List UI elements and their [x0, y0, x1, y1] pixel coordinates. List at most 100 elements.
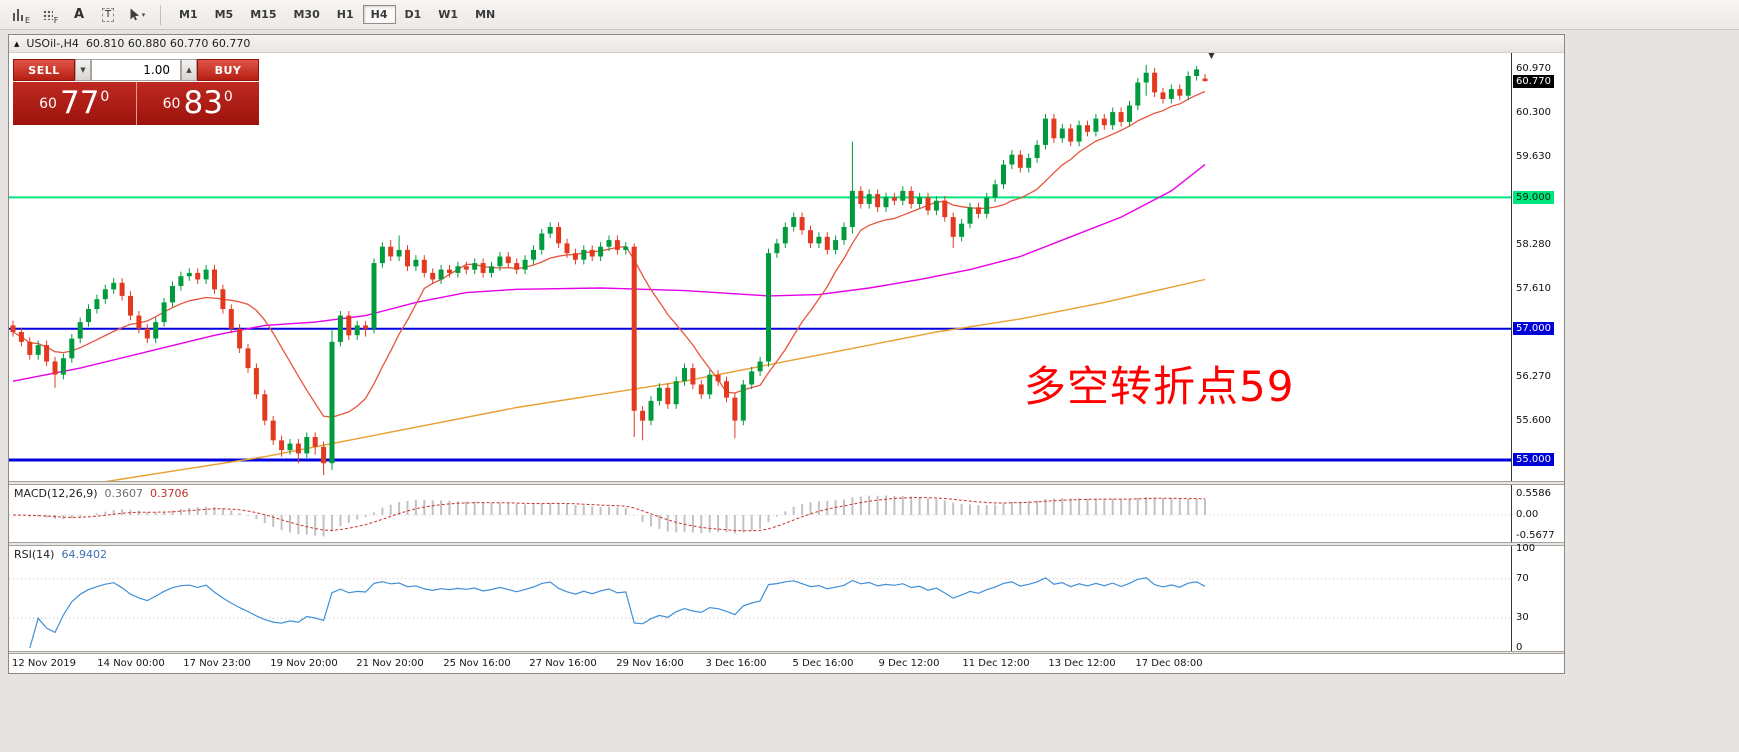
subwindow-collapse-icon: ▲: [14, 39, 20, 48]
price-scale-label: 56.270: [1516, 371, 1551, 382]
price-scale-label: 55.600: [1516, 415, 1551, 426]
timeframe-button-D1[interactable]: D1: [404, 8, 422, 21]
macd-value-signal: 0.3706: [150, 486, 189, 500]
buy-price-button[interactable]: 60 83 0: [136, 82, 259, 125]
rsi-value: 64.9402: [61, 547, 107, 561]
main-chart-canvas: [9, 53, 1511, 481]
volume-decrease-button[interactable]: ▼: [75, 59, 91, 81]
macd-canvas: [9, 485, 1511, 542]
main-chart-plot[interactable]: ▼ 多空转折点59 SELL ▼ ▲ BUY: [9, 53, 1511, 481]
time-axis-row: 12 Nov 2019 14 Nov 00:00 17 Nov 23:00 19 No…: [9, 654, 1564, 674]
volume-input[interactable]: [91, 59, 181, 81]
buy-price-sup: 0: [223, 89, 233, 105]
time-axis-label: 5 Dec 16:00: [792, 658, 854, 670]
buy-price-prefix: 60: [162, 95, 181, 112]
sell-price-big: 77: [59, 85, 100, 121]
time-axis-label: 11 Dec 12:00: [962, 658, 1030, 670]
tool-subscript-f: F: [53, 15, 59, 25]
chart-window-header: ▲ USOil-,H4 60.810 60.880 60.770 60.770: [9, 35, 1564, 53]
time-axis-label: 25 Nov 16:00: [443, 658, 511, 670]
chart-toolbar: E F A T ▾ M1 M5 M15 M30 H1 H4 D1 W1 MN: [0, 0, 1739, 30]
panel-splitter[interactable]: [9, 481, 1564, 485]
toolbar-separator: [160, 4, 161, 25]
price-scale-label: 57.000: [1513, 322, 1554, 335]
symbol-title: USOil-,H4: [26, 37, 79, 50]
triangle-up-icon: ▲: [186, 66, 192, 74]
time-axis-labels: 12 Nov 2019 14 Nov 00:00 17 Nov 23:00 19 No…: [9, 654, 1511, 673]
time-axis-label: 14 Nov 00:00: [97, 658, 165, 670]
chart-type-button[interactable]: E: [8, 4, 34, 26]
macd-scale-label: -0.5677: [1516, 529, 1555, 541]
annotation-text[interactable]: 多空转折点59: [1024, 362, 1295, 411]
sell-price-button[interactable]: 60 77 0: [13, 82, 137, 125]
time-axis-label: 17 Nov 23:00: [183, 658, 251, 670]
time-scale-corner: [1511, 654, 1564, 674]
panel-splitter[interactable]: [9, 541, 1564, 546]
price-scale-label: 55.000: [1513, 453, 1554, 466]
price-scale-label: 59.630: [1516, 151, 1551, 162]
timeframe-group: M1 M5 M15 M30 H1 H4 D1 W1 MN: [171, 5, 503, 24]
panel-splitter[interactable]: [9, 650, 1564, 655]
timeframe-button-W1[interactable]: W1: [438, 8, 459, 21]
macd-name: MACD(12,26,9): [14, 486, 98, 500]
tool-subscript-e: E: [24, 15, 31, 25]
time-axis-label: 9 Dec 12:00: [878, 658, 940, 670]
time-axis-label: 12 Nov 2019: [11, 658, 77, 670]
rsi-scale-label: 0: [1516, 641, 1523, 653]
macd-scale[interactable]: 0.5586 0.00 -0.5677: [1511, 484, 1564, 542]
time-axis[interactable]: 12 Nov 2019 14 Nov 00:00 17 Nov 23:00 19 No…: [9, 654, 1511, 674]
grid-button[interactable]: F: [37, 4, 63, 26]
time-axis-label: 27 Nov 16:00: [529, 658, 597, 670]
sell-price-sup: 0: [100, 89, 110, 105]
price-scale-main: 60.970 60.770 60.300 59.630 59.000 58.280 57.6…: [1512, 53, 1564, 481]
timeframe-button-H4[interactable]: H4: [362, 5, 396, 24]
rsi-scale[interactable]: 100 70 30 0: [1511, 542, 1564, 653]
textbox-tool-button[interactable]: T: [95, 4, 121, 26]
timeframe-button-M5[interactable]: M5: [214, 8, 234, 21]
price-scale-label: 60.970: [1516, 63, 1551, 74]
grid-icon: [41, 9, 53, 20]
timeframe-button-M15[interactable]: M15: [250, 8, 277, 21]
rsi-canvas: [9, 546, 1511, 651]
chart-shift-marker[interactable]: ▼: [1208, 53, 1215, 61]
chart-window: ▲ USOil-,H4 60.810 60.880 60.770 60.770 …: [8, 34, 1565, 674]
rsi-name: RSI(14): [14, 547, 55, 561]
time-axis-label: 19 Nov 20:00: [270, 658, 338, 670]
price-scale-label: 58.280: [1516, 239, 1551, 250]
rsi-row: RSI(14) 64.9402 100 70 30 0: [9, 542, 1564, 653]
macd-row: MACD(12,26,9) 0.3607 0.3706 0.5586 0.00 -0…: [9, 484, 1564, 542]
price-scale-label: 57.610: [1516, 283, 1551, 294]
volume-increase-button[interactable]: ▲: [181, 59, 197, 81]
main-chart-row: ▼ 多空转折点59 SELL ▼ ▲ BUY: [9, 53, 1564, 481]
price-scale[interactable]: 60.970 60.770 60.300 59.630 59.000 58.280 57.6…: [1511, 53, 1564, 481]
timeframe-button-M1[interactable]: M1: [179, 8, 198, 21]
textbox-icon: T: [101, 7, 115, 22]
timeframe-button-MN[interactable]: MN: [475, 8, 496, 21]
macd-plot[interactable]: MACD(12,26,9) 0.3607 0.3706: [9, 484, 1511, 542]
buy-button[interactable]: BUY: [197, 59, 259, 81]
rsi-plot[interactable]: RSI(14) 64.9402: [9, 545, 1511, 651]
buy-price-big: 83: [183, 85, 223, 121]
price-scale-label: 59.000: [1513, 191, 1554, 204]
time-axis-label: 29 Nov 16:00: [616, 658, 684, 670]
cursor-tool-button[interactable]: ▾: [124, 4, 150, 26]
text-label-icon: A: [73, 7, 85, 22]
price-scale-label: 60.300: [1516, 107, 1551, 118]
macd-scale-label: 0.00: [1516, 508, 1539, 520]
rsi-label: RSI(14) 64.9402: [14, 548, 107, 561]
rsi-scale-label: 30: [1516, 611, 1529, 623]
cursor-icon: [130, 8, 139, 21]
label-tool-button[interactable]: A: [66, 4, 92, 26]
macd-value-main: 0.3607: [104, 486, 144, 500]
rsi-scale-label: 100: [1516, 542, 1536, 554]
timeframe-button-M30[interactable]: M30: [293, 8, 320, 21]
triangle-down-icon: ▼: [80, 66, 86, 74]
time-axis-label: 13 Dec 12:00: [1048, 658, 1116, 670]
sell-button[interactable]: SELL: [13, 59, 75, 81]
timeframe-button-H1[interactable]: H1: [336, 8, 354, 21]
time-axis-label: 3 Dec 16:00: [705, 658, 767, 670]
rsi-scale-label: 70: [1516, 572, 1529, 584]
sell-price-prefix: 60: [39, 95, 57, 112]
time-axis-label: 21 Nov 20:00: [356, 658, 424, 670]
